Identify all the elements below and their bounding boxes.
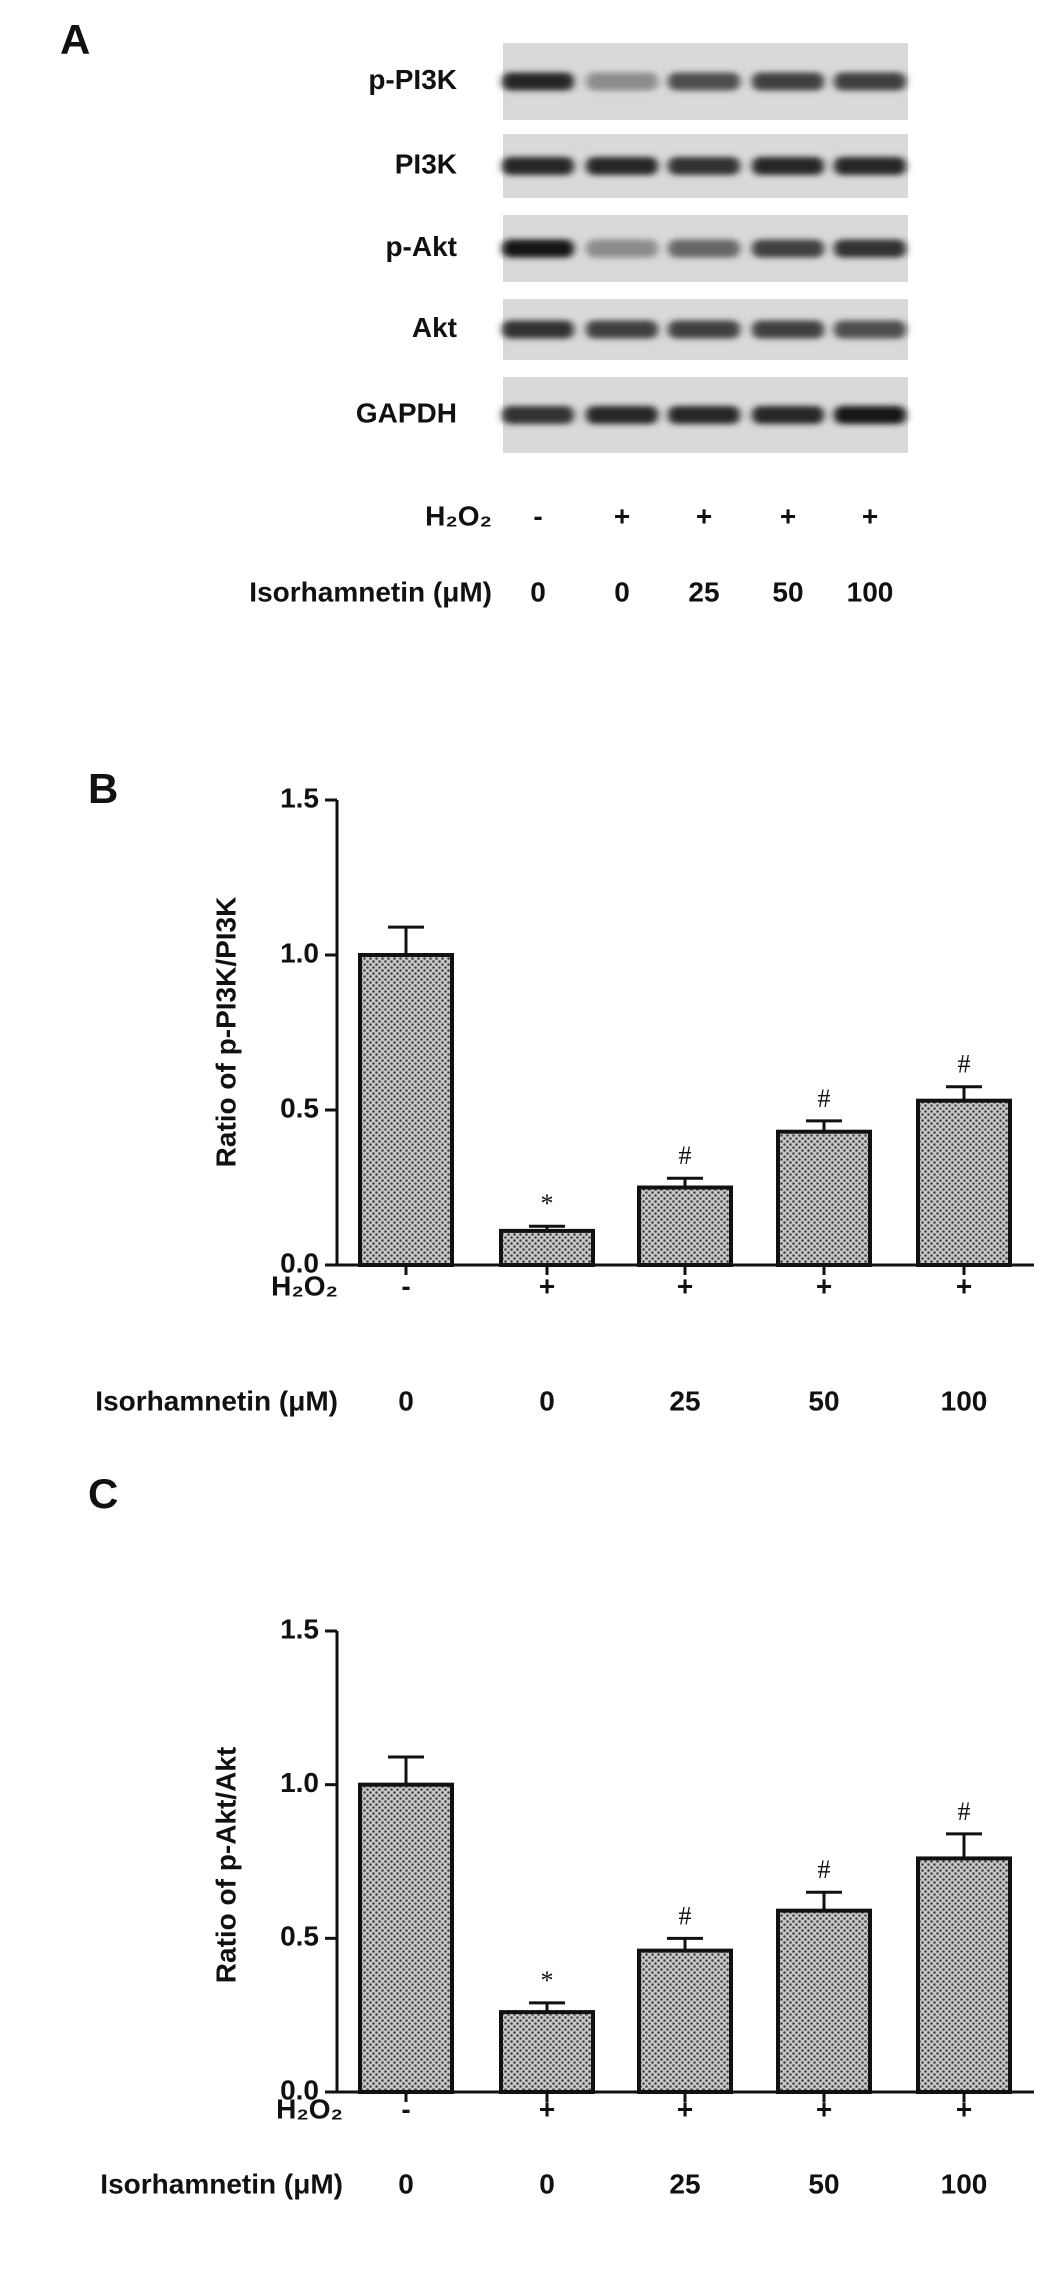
condition-value: +	[956, 2093, 972, 2124]
blot-row-label: Akt	[412, 312, 457, 343]
y-tick-label: 1.5	[280, 1613, 319, 1644]
condition-value: 50	[808, 1385, 839, 1416]
condition-value: 100	[941, 1385, 988, 1416]
condition-value: 0	[398, 2168, 414, 2199]
blot-band	[502, 320, 574, 339]
y-tick-label: 1.5	[280, 782, 319, 813]
condition-label: Isorhamnetin (μM)	[100, 2168, 343, 2199]
condition-label: Isorhamnetin (μM)	[95, 1385, 338, 1416]
bar	[637, 1185, 733, 1267]
bar	[916, 1856, 1012, 2094]
condition-label: H₂O₂	[276, 2093, 343, 2124]
blot-row-label: p-Akt	[385, 231, 457, 262]
significance-marker: #	[679, 1141, 692, 1170]
condition-value: +	[816, 1270, 832, 1301]
condition-value: 0	[530, 576, 546, 607]
bar	[499, 2010, 595, 2095]
condition-label: Isorhamnetin (μM)	[249, 576, 492, 607]
panel-label: A	[60, 16, 90, 63]
y-tick-label: 1.0	[280, 937, 319, 968]
bar	[916, 1098, 1012, 1267]
significance-marker: *	[541, 1189, 554, 1218]
condition-value: -	[401, 2093, 410, 2124]
condition-value: +	[862, 500, 878, 531]
significance-marker: *	[541, 1966, 554, 1995]
y-tick-label: 0.0	[280, 1247, 319, 1278]
bar	[358, 1782, 454, 2094]
blot-band	[502, 72, 574, 91]
significance-marker: #	[679, 1901, 692, 1930]
blot-band	[668, 72, 740, 91]
condition-value: 100	[847, 576, 894, 607]
condition-value: 0	[398, 1385, 414, 1416]
blot-band	[586, 72, 658, 91]
y-tick-label: 0.0	[280, 2074, 319, 2105]
significance-marker: #	[818, 1855, 831, 1884]
y-tick-label: 0.5	[280, 1092, 319, 1123]
blot-band	[502, 406, 574, 424]
condition-value: 0	[614, 576, 630, 607]
bar	[358, 953, 454, 1267]
condition-value: +	[539, 2093, 555, 2124]
condition-value: -	[533, 500, 542, 531]
blot-band	[668, 157, 740, 175]
bar	[776, 1908, 872, 2094]
condition-value: +	[816, 2093, 832, 2124]
condition-value: 25	[669, 1385, 700, 1416]
bar	[499, 1228, 595, 1268]
panel-label: C	[88, 1470, 118, 1517]
blot-band	[752, 157, 824, 175]
blot-band	[668, 406, 740, 424]
blot-band	[834, 406, 906, 424]
condition-value: 0	[539, 2168, 555, 2199]
panel-label: B	[88, 765, 118, 812]
significance-marker: #	[818, 1084, 831, 1113]
y-axis-label: Ratio of p-PI3K/PI3K	[210, 897, 241, 1168]
condition-value: +	[696, 500, 712, 531]
blot-band	[752, 320, 824, 339]
blot-band	[752, 406, 824, 424]
condition-value: +	[956, 1270, 972, 1301]
condition-value: 100	[941, 2168, 988, 2199]
y-tick-label: 1.0	[280, 1767, 319, 1798]
bar	[776, 1129, 872, 1267]
blot-band	[586, 239, 658, 258]
blot-band	[586, 157, 658, 175]
blot-row-label: p-PI3K	[368, 64, 457, 95]
blot-band	[834, 239, 906, 258]
y-axis-label: Ratio of p-Akt/Akt	[210, 1747, 241, 1983]
blot-band	[834, 72, 906, 91]
blot-band	[752, 239, 824, 258]
blot-row-label: GAPDH	[356, 397, 457, 428]
condition-value: +	[677, 1270, 693, 1301]
condition-label: H₂O₂	[425, 500, 492, 531]
blot-band	[834, 157, 906, 175]
significance-marker: #	[958, 1050, 971, 1079]
condition-value: +	[677, 2093, 693, 2124]
condition-value: 0	[539, 1385, 555, 1416]
condition-value: +	[614, 500, 630, 531]
condition-label: H₂O₂	[271, 1270, 338, 1301]
blot-band	[834, 320, 906, 339]
blot-band	[502, 157, 574, 175]
blot-row-label: PI3K	[395, 148, 457, 179]
bar	[637, 1948, 733, 2095]
condition-value: 25	[669, 2168, 700, 2199]
blot-band	[586, 320, 658, 339]
blot-band	[586, 406, 658, 424]
condition-value: 25	[688, 576, 719, 607]
significance-marker: #	[958, 1797, 971, 1826]
y-tick-label: 0.5	[280, 1921, 319, 1952]
condition-value: +	[780, 500, 796, 531]
condition-value: +	[539, 1270, 555, 1301]
condition-value: 50	[808, 2168, 839, 2199]
blot-band	[502, 239, 574, 258]
blot-band	[752, 72, 824, 91]
blot-band	[668, 320, 740, 339]
condition-value: -	[401, 1270, 410, 1301]
condition-value: 50	[772, 576, 803, 607]
blot-band	[668, 239, 740, 258]
